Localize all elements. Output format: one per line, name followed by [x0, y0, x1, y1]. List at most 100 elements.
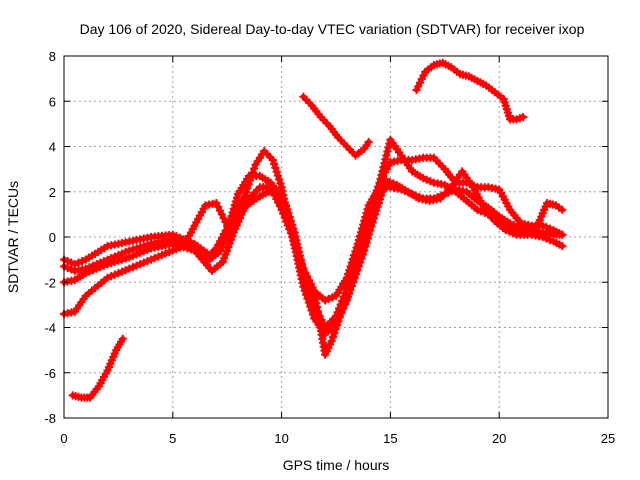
y-tick-label: -4	[44, 321, 56, 336]
x-tick-label: 20	[492, 431, 506, 446]
plus-marker	[369, 214, 379, 223]
plus-marker	[351, 247, 360, 256]
plus-marker	[378, 166, 387, 176]
plus-marker	[502, 105, 511, 114]
plus-marker	[381, 155, 390, 164]
y-tick-label: 6	[49, 94, 56, 109]
plus-marker	[121, 254, 130, 263]
y-tick-label: 2	[49, 185, 56, 200]
plus-marker	[499, 94, 508, 104]
x-axis-label: GPS time / hours	[283, 457, 390, 473]
plus-marker	[375, 195, 385, 204]
y-tick-label: -6	[44, 366, 56, 381]
plus-marker	[558, 241, 567, 251]
plus-marker	[363, 205, 372, 214]
plus-marker	[377, 191, 386, 200]
plus-marker	[379, 162, 388, 172]
plus-marker	[360, 216, 369, 225]
plus-marker	[519, 112, 528, 122]
plus-marker	[352, 243, 361, 252]
plus-marker	[515, 114, 524, 123]
plus-marker	[362, 238, 371, 247]
x-tick-label: 15	[383, 431, 397, 446]
plus-marker	[110, 257, 119, 266]
plus-marker	[231, 197, 241, 206]
plus-marker	[232, 193, 242, 202]
plus-marker	[355, 231, 365, 241]
plus-marker	[379, 183, 388, 193]
plus-marker	[500, 98, 509, 107]
plus-marker	[374, 198, 383, 208]
tick-layer: 0 5 10 15 20 25 -8 -6 -4 -2 0 2 4 6 8	[44, 49, 615, 446]
plus-marker	[118, 334, 127, 343]
plus-marker	[345, 266, 354, 275]
y-tick-label: -8	[44, 411, 56, 426]
plus-marker	[368, 218, 377, 227]
plus-marker	[117, 255, 127, 264]
plus-marker	[382, 151, 391, 160]
plus-marker	[384, 143, 393, 152]
plus-marker	[372, 206, 381, 215]
plus-marker	[360, 246, 369, 255]
plus-marker	[512, 115, 521, 124]
chart-title: Day 106 of 2020, Sidereal Day-to-day VTE…	[80, 21, 585, 37]
plus-marker	[359, 220, 368, 229]
plus-marker	[125, 246, 134, 255]
grid-layer	[64, 56, 608, 418]
plot-frame	[63, 55, 609, 419]
plus-marker	[346, 262, 355, 271]
plus-marker	[378, 187, 387, 196]
plus-marker	[373, 202, 382, 211]
series-layer	[59, 58, 567, 402]
series-3	[59, 183, 567, 305]
plus-marker	[342, 273, 351, 282]
plus-marker	[168, 239, 177, 248]
x-tick-label: 10	[274, 431, 288, 446]
plus-marker	[347, 258, 356, 267]
plus-marker	[348, 254, 358, 263]
plus-marker	[504, 111, 514, 121]
y-axis-label: SDTVAR / TECUs	[5, 181, 21, 293]
plus-marker	[114, 256, 123, 265]
plus-marker	[558, 230, 567, 239]
plus-marker	[558, 205, 567, 214]
plus-marker	[380, 180, 389, 189]
plus-marker	[350, 250, 359, 260]
plus-marker	[366, 226, 375, 235]
y-tick-label: -2	[44, 275, 56, 290]
y-tick-label: 0	[49, 230, 56, 245]
plus-marker	[361, 242, 370, 251]
plus-marker	[229, 204, 238, 213]
plus-marker	[353, 239, 362, 248]
plus-marker	[364, 137, 373, 147]
plus-marker	[362, 208, 371, 218]
plus-marker	[501, 101, 510, 110]
plus-marker	[107, 258, 116, 268]
x-tick-label: 0	[60, 431, 67, 446]
y-tick-label: 4	[49, 140, 56, 155]
plus-marker	[376, 174, 385, 183]
series-7	[412, 58, 528, 124]
plus-marker	[365, 230, 374, 239]
plus-marker	[380, 159, 389, 168]
plus-marker	[230, 200, 239, 210]
plus-marker	[103, 260, 112, 269]
plus-marker	[358, 224, 367, 233]
plus-marker	[361, 212, 370, 221]
plus-marker	[377, 170, 386, 179]
plus-marker	[367, 222, 376, 231]
plus-marker	[343, 269, 353, 279]
series-5	[68, 334, 127, 402]
plus-marker	[503, 108, 513, 117]
plus-marker	[371, 210, 380, 219]
plus-marker	[383, 147, 392, 156]
plus-marker	[356, 228, 366, 237]
series-4	[59, 167, 567, 359]
series-6	[299, 92, 373, 160]
plus-marker	[354, 235, 363, 245]
plus-marker	[128, 245, 138, 254]
x-tick-label: 25	[601, 431, 615, 446]
